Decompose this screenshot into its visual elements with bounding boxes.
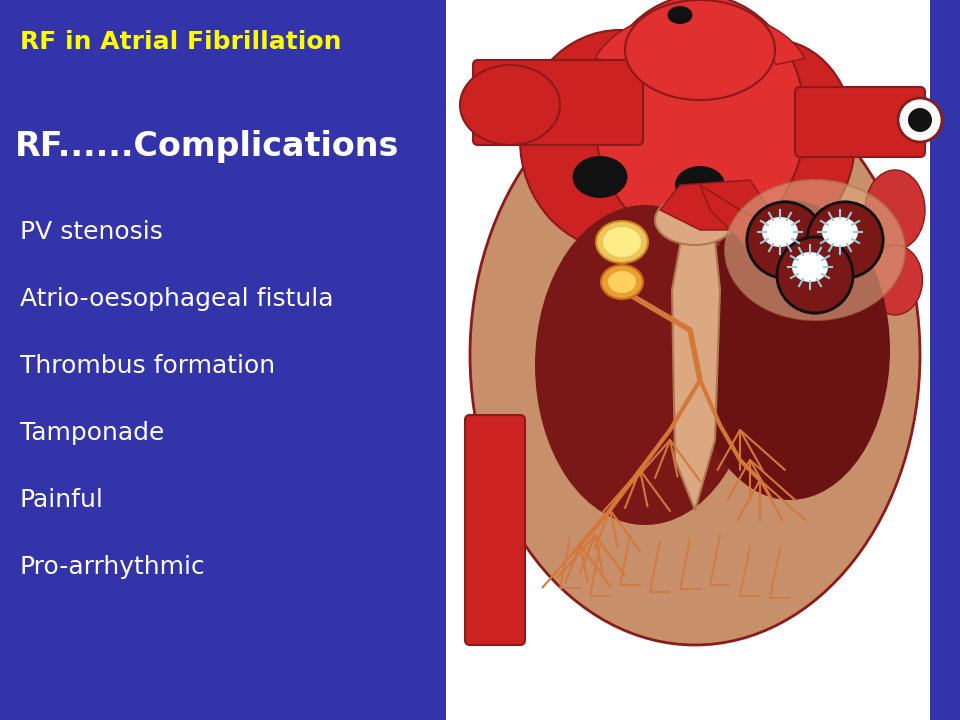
Text: Pro-arrhythmic: Pro-arrhythmic	[20, 555, 205, 579]
Ellipse shape	[695, 40, 855, 240]
Text: RF in Atrial Fibrillation: RF in Atrial Fibrillation	[20, 30, 342, 54]
Circle shape	[777, 237, 853, 313]
Text: PV stenosis: PV stenosis	[20, 220, 163, 244]
Ellipse shape	[520, 30, 720, 250]
Ellipse shape	[725, 180, 905, 320]
Circle shape	[747, 202, 823, 278]
Circle shape	[807, 202, 883, 278]
Polygon shape	[930, 0, 960, 720]
Ellipse shape	[572, 156, 628, 198]
Ellipse shape	[603, 227, 641, 257]
Polygon shape	[672, 190, 720, 510]
Ellipse shape	[608, 271, 636, 293]
Text: Thrombus formation: Thrombus formation	[20, 354, 276, 378]
Circle shape	[747, 202, 823, 278]
Circle shape	[777, 237, 853, 313]
Ellipse shape	[762, 217, 798, 247]
FancyBboxPatch shape	[473, 60, 643, 145]
Circle shape	[898, 98, 942, 142]
Ellipse shape	[460, 65, 560, 145]
Polygon shape	[446, 0, 930, 720]
Circle shape	[908, 108, 932, 132]
Ellipse shape	[690, 200, 890, 500]
Ellipse shape	[792, 252, 828, 282]
Polygon shape	[700, 185, 800, 270]
FancyBboxPatch shape	[465, 415, 525, 645]
Ellipse shape	[762, 217, 798, 247]
Ellipse shape	[655, 195, 735, 245]
Ellipse shape	[596, 221, 648, 263]
Text: Painful: Painful	[20, 488, 104, 512]
Ellipse shape	[675, 166, 725, 204]
FancyBboxPatch shape	[795, 87, 925, 157]
Polygon shape	[595, 10, 804, 65]
Ellipse shape	[865, 170, 925, 250]
Polygon shape	[660, 180, 770, 230]
Ellipse shape	[535, 205, 755, 525]
Ellipse shape	[822, 217, 858, 247]
Ellipse shape	[792, 252, 828, 282]
Ellipse shape	[868, 245, 923, 315]
Ellipse shape	[625, 0, 775, 100]
Ellipse shape	[595, 0, 805, 245]
Ellipse shape	[822, 217, 858, 247]
Ellipse shape	[667, 6, 692, 24]
Text: Atrio-oesophageal fistula: Atrio-oesophageal fistula	[20, 287, 333, 311]
Ellipse shape	[601, 265, 643, 299]
Ellipse shape	[470, 65, 920, 645]
Text: RF......Complications: RF......Complications	[15, 130, 399, 163]
Circle shape	[807, 202, 883, 278]
Text: Tamponade: Tamponade	[20, 421, 164, 445]
